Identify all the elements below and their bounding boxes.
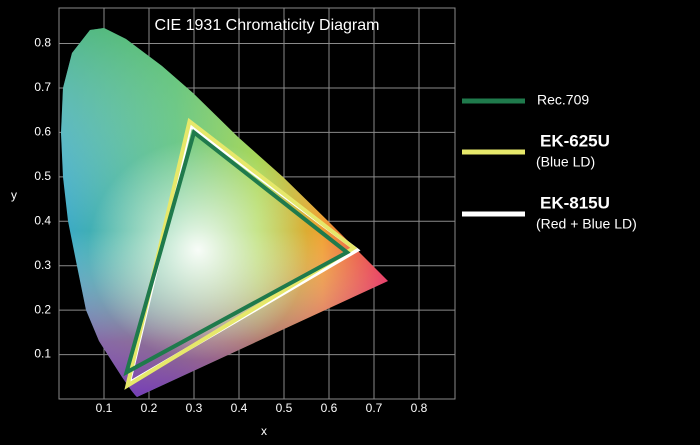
y-tick-label: 0.5	[34, 169, 51, 183]
legend-description: (Blue LD)	[536, 154, 595, 170]
legend-description: (Red + Blue LD)	[536, 216, 637, 232]
x-tick-label: 0.6	[321, 401, 338, 415]
x-tick-label: 0.8	[411, 401, 428, 415]
y-tick-label: 0.4	[34, 213, 51, 227]
x-tick-label: 0.3	[186, 401, 203, 415]
x-tick-label: 0.7	[366, 401, 383, 415]
legend: Rec.709 EK-625U (Blue LD) EK-815U (Red + Blu…	[462, 92, 637, 232]
x-tick-label: 0.1	[96, 401, 113, 415]
legend-label: Rec.709	[537, 92, 589, 108]
x-tick-label: 0.5	[276, 401, 293, 415]
x-axis-label: x	[261, 424, 267, 438]
y-tick-label: 0.3	[34, 258, 51, 272]
y-tick-label: 0.1	[34, 347, 51, 361]
white-point-glow	[61, 28, 388, 397]
plot-frame	[58, 7, 456, 400]
chart-title: CIE 1931 Chromaticity Diagram	[155, 17, 380, 34]
legend-label: EK-815U	[540, 193, 610, 212]
x-tick-label: 0.4	[231, 401, 248, 415]
y-tick-label: 0.6	[34, 125, 51, 139]
x-tick-label: 0.2	[141, 401, 158, 415]
y-tick-label: 0.8	[34, 36, 51, 50]
y-tick-label: 0.2	[34, 302, 51, 316]
y-axis-label: y	[11, 188, 17, 202]
y-tick-label: 0.7	[34, 80, 51, 94]
gamut-triangles	[123, 117, 361, 390]
legend-label: EK-625U	[540, 131, 610, 150]
gamut-outline	[123, 128, 351, 377]
